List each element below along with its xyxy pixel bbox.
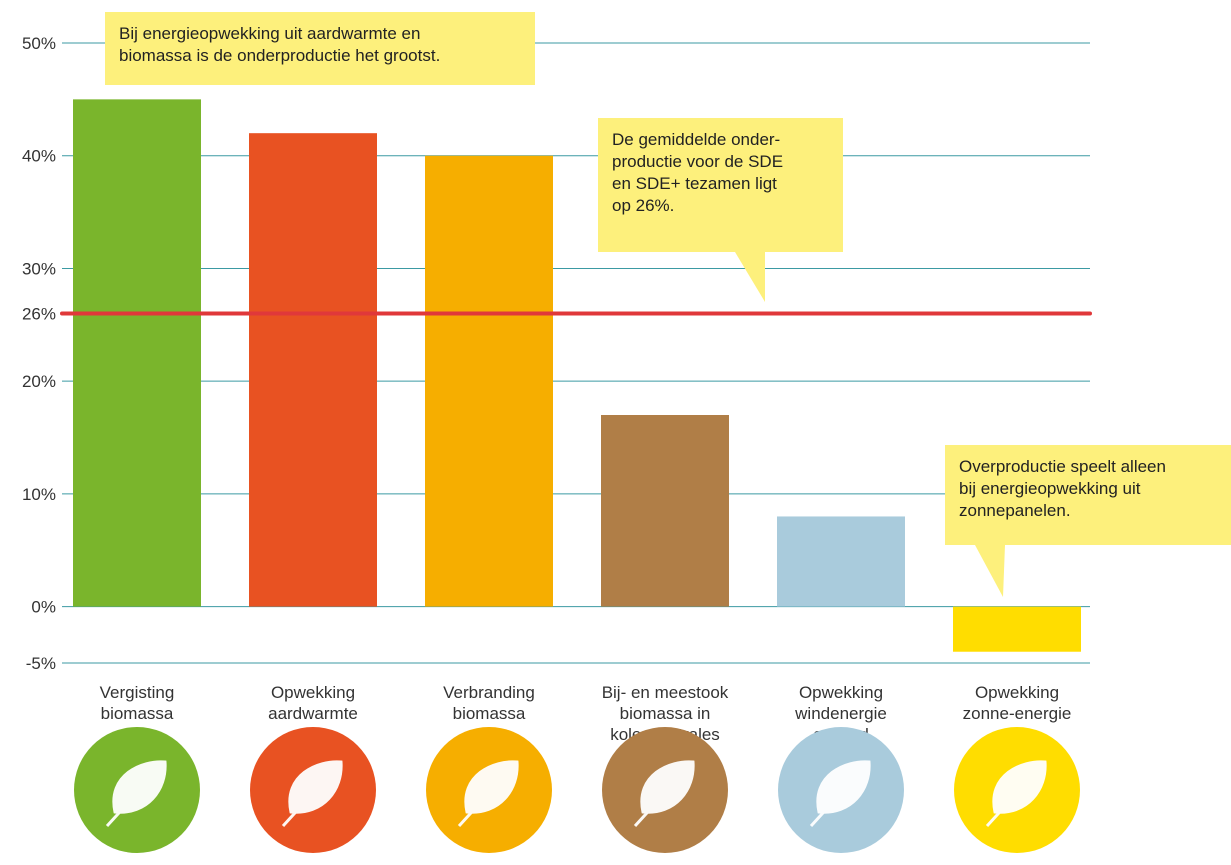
category-icon bbox=[954, 727, 1080, 853]
y-tick-label: 0% bbox=[31, 598, 56, 617]
annotation-tail bbox=[975, 545, 1005, 597]
annotation-text: De gemiddelde onder-productie voor de SD… bbox=[612, 130, 783, 215]
icon-leaf bbox=[105, 760, 167, 828]
y-tick-label: -5% bbox=[26, 654, 56, 673]
icon-leaf bbox=[809, 760, 871, 828]
icon-leaf bbox=[281, 760, 343, 828]
y-tick-label: 20% bbox=[22, 372, 56, 391]
bar bbox=[953, 606, 1081, 652]
bar bbox=[601, 415, 729, 607]
bar bbox=[425, 155, 553, 607]
annotation-tail bbox=[735, 252, 765, 302]
category-icon bbox=[426, 727, 552, 853]
x-tick-label: Opwekking zonne-energie bbox=[963, 683, 1072, 723]
icon-leaf bbox=[457, 760, 519, 828]
x-tick-label: Verbranding biomassa bbox=[443, 683, 535, 723]
category-icon bbox=[74, 727, 200, 853]
annotation: Bij energieopwekking uit aardwarmte en bi… bbox=[105, 12, 535, 85]
bar bbox=[777, 516, 905, 607]
x-tick-label: Vergisting biomassa bbox=[100, 683, 175, 723]
annotation: Overproductie speelt alleen bij energieop… bbox=[945, 445, 1231, 597]
category-icon bbox=[778, 727, 904, 853]
annotation-box bbox=[598, 118, 843, 252]
x-tick-label: Opwekking aardwarmte bbox=[268, 683, 358, 723]
category-icon bbox=[602, 727, 728, 853]
bar bbox=[249, 133, 377, 607]
bar bbox=[73, 99, 201, 607]
annotation-text: Overproductie speelt alleen bij energieop… bbox=[959, 457, 1166, 520]
annotation-box bbox=[105, 12, 535, 85]
category-icon bbox=[250, 727, 376, 853]
annotation-text: Bij energieopwekking uit aardwarmte en bi… bbox=[119, 24, 440, 65]
y-tick-label: 10% bbox=[22, 485, 56, 504]
y-tick-label: 26% bbox=[22, 305, 56, 324]
y-tick-label: 30% bbox=[22, 259, 56, 278]
y-tick-label: 40% bbox=[22, 147, 56, 166]
icon-leaf bbox=[633, 760, 695, 828]
annotation-box bbox=[945, 445, 1231, 545]
y-tick-label: 50% bbox=[22, 34, 56, 53]
icon-leaf bbox=[985, 760, 1047, 828]
annotation: De gemiddelde onder-productie voor de SD… bbox=[598, 118, 843, 302]
